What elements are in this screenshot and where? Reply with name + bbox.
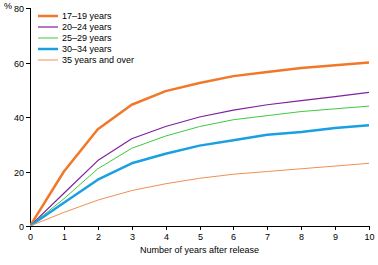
x-tick (98, 226, 99, 230)
x-tick (335, 226, 336, 230)
chart: 0 20 40 60 80% 0 1 2 3 4 5 6 7 8 9 10 Number of years af… (0, 0, 378, 265)
y-tick-label: 80 (14, 4, 24, 14)
x-tick-label: 9 (333, 232, 338, 242)
y-tick (26, 226, 30, 227)
x-tick (30, 226, 31, 230)
x-tick (200, 226, 201, 230)
plot-area (30, 63, 369, 227)
y-tick (26, 63, 30, 64)
legend-swatch (38, 26, 58, 27)
legend-swatch (38, 15, 58, 18)
x-axis (30, 226, 369, 227)
x-tick-label: 1 (62, 232, 67, 242)
x-tick-label: 6 (231, 232, 236, 242)
series-line (30, 92, 369, 226)
x-tick (166, 226, 167, 230)
x-tick-label: 4 (164, 232, 169, 242)
y-tick (26, 172, 30, 173)
x-tick (233, 226, 234, 230)
y-tick-label: 60 (14, 59, 24, 69)
y-tick (26, 117, 30, 118)
legend-swatch (38, 60, 58, 61)
x-tick (132, 226, 133, 230)
x-tick-label: 0 (28, 232, 33, 242)
series-line (30, 163, 369, 226)
y-tick-label: 20 (14, 168, 24, 178)
x-axis-label: Number of years after release (140, 245, 259, 255)
y-axis (30, 8, 31, 226)
series-line (30, 125, 369, 226)
x-tick (64, 226, 65, 230)
y-axis-label: % (4, 1, 12, 11)
y-tick-label: 40 (14, 113, 24, 123)
y-tick (26, 8, 30, 9)
y-tick-label: 0 (19, 222, 24, 232)
legend-swatch (38, 48, 58, 51)
legend-label: 20–24 years (62, 22, 112, 32)
legend-label: 17–19 years (62, 11, 112, 21)
series-line (30, 106, 369, 226)
x-tick (301, 226, 302, 230)
x-tick-label: 10 (364, 232, 374, 242)
x-tick-label: 7 (265, 232, 270, 242)
x-tick-label: 5 (198, 232, 203, 242)
x-tick-label: 8 (299, 232, 304, 242)
x-tick-label: 2 (96, 232, 101, 242)
x-tick (369, 226, 370, 230)
x-tick-label: 3 (130, 232, 135, 242)
series-line (30, 63, 369, 227)
legend-label: 30–34 years (62, 44, 112, 54)
legend-label: 35 years and over (62, 55, 134, 65)
legend: 17–19 years20–24 years25–29 years30–34 y… (38, 11, 134, 65)
legend-swatch (38, 38, 58, 39)
legend-label: 25–29 years (62, 33, 112, 43)
x-tick (267, 226, 268, 230)
